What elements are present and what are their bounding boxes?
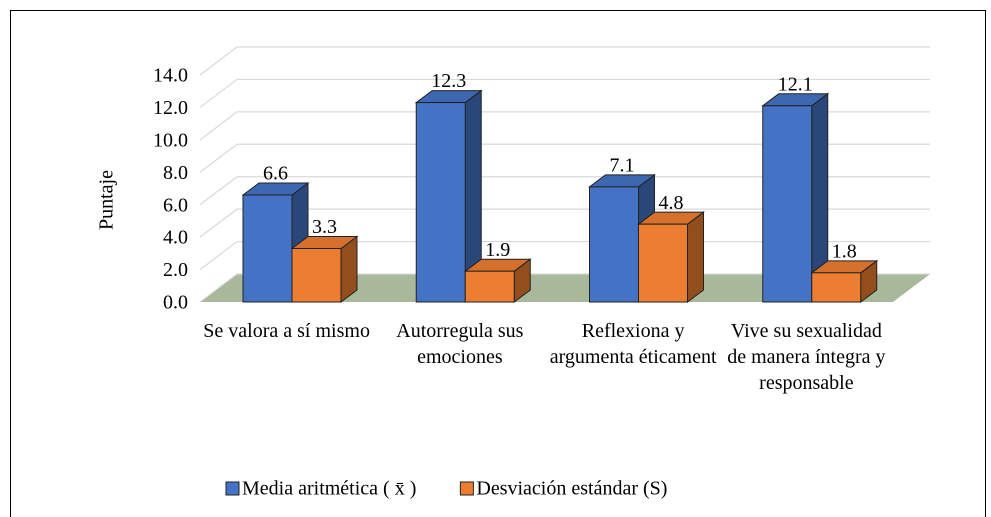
y-tick-label: 8.0 xyxy=(163,162,188,184)
bar xyxy=(638,223,688,303)
grid-line xyxy=(199,143,930,173)
x-tick-label: Autorregula sus emociones xyxy=(396,320,524,368)
value-label: 12.3 xyxy=(431,70,466,92)
y-tick-label: 12.0 xyxy=(153,97,188,119)
grid-line xyxy=(199,78,930,108)
y-tick-label: 14.0 xyxy=(153,65,188,87)
value-label: 12.1 xyxy=(778,73,813,95)
legend-label: Media aritmética ( x̄ ) xyxy=(242,478,416,500)
value-label: 1.9 xyxy=(485,239,510,261)
value-label: 1.8 xyxy=(832,240,857,262)
y-tick-label: 2.0 xyxy=(163,259,188,281)
value-label: 6.6 xyxy=(263,163,288,185)
x-tick-label: Vive su sexualidad de manera íntegra y r… xyxy=(727,320,886,394)
bar xyxy=(589,186,639,303)
y-tick-label: 0.0 xyxy=(163,292,188,314)
legend-swatch xyxy=(459,481,474,496)
x-tick-label: Reflexiona y argumenta éticament xyxy=(549,320,717,368)
grid-line xyxy=(199,208,930,238)
y-tick-label: 4.0 xyxy=(163,227,188,249)
grid-line xyxy=(199,176,930,206)
bar xyxy=(464,270,515,303)
grid-line xyxy=(199,46,930,76)
bar xyxy=(762,105,813,303)
bar xyxy=(415,102,466,303)
value-label: 3.3 xyxy=(312,216,337,238)
floor xyxy=(200,274,930,302)
bar xyxy=(242,194,293,303)
y-tick-label: 6.0 xyxy=(163,194,188,216)
y-tick-label: 10.0 xyxy=(153,129,188,151)
legend-swatch xyxy=(225,481,240,496)
value-label: 7.1 xyxy=(610,154,635,176)
grid-line xyxy=(199,111,930,141)
y-axis-label: Puntaje xyxy=(96,170,118,230)
bar xyxy=(811,272,862,303)
x-tick-label: Se valora a sí mismo xyxy=(203,320,370,342)
bar-side xyxy=(687,211,704,303)
legend-label: Desviación estándar (S) xyxy=(476,478,667,500)
value-label: 4.8 xyxy=(659,192,684,214)
bar xyxy=(291,247,342,303)
chart-frame xyxy=(10,10,986,517)
